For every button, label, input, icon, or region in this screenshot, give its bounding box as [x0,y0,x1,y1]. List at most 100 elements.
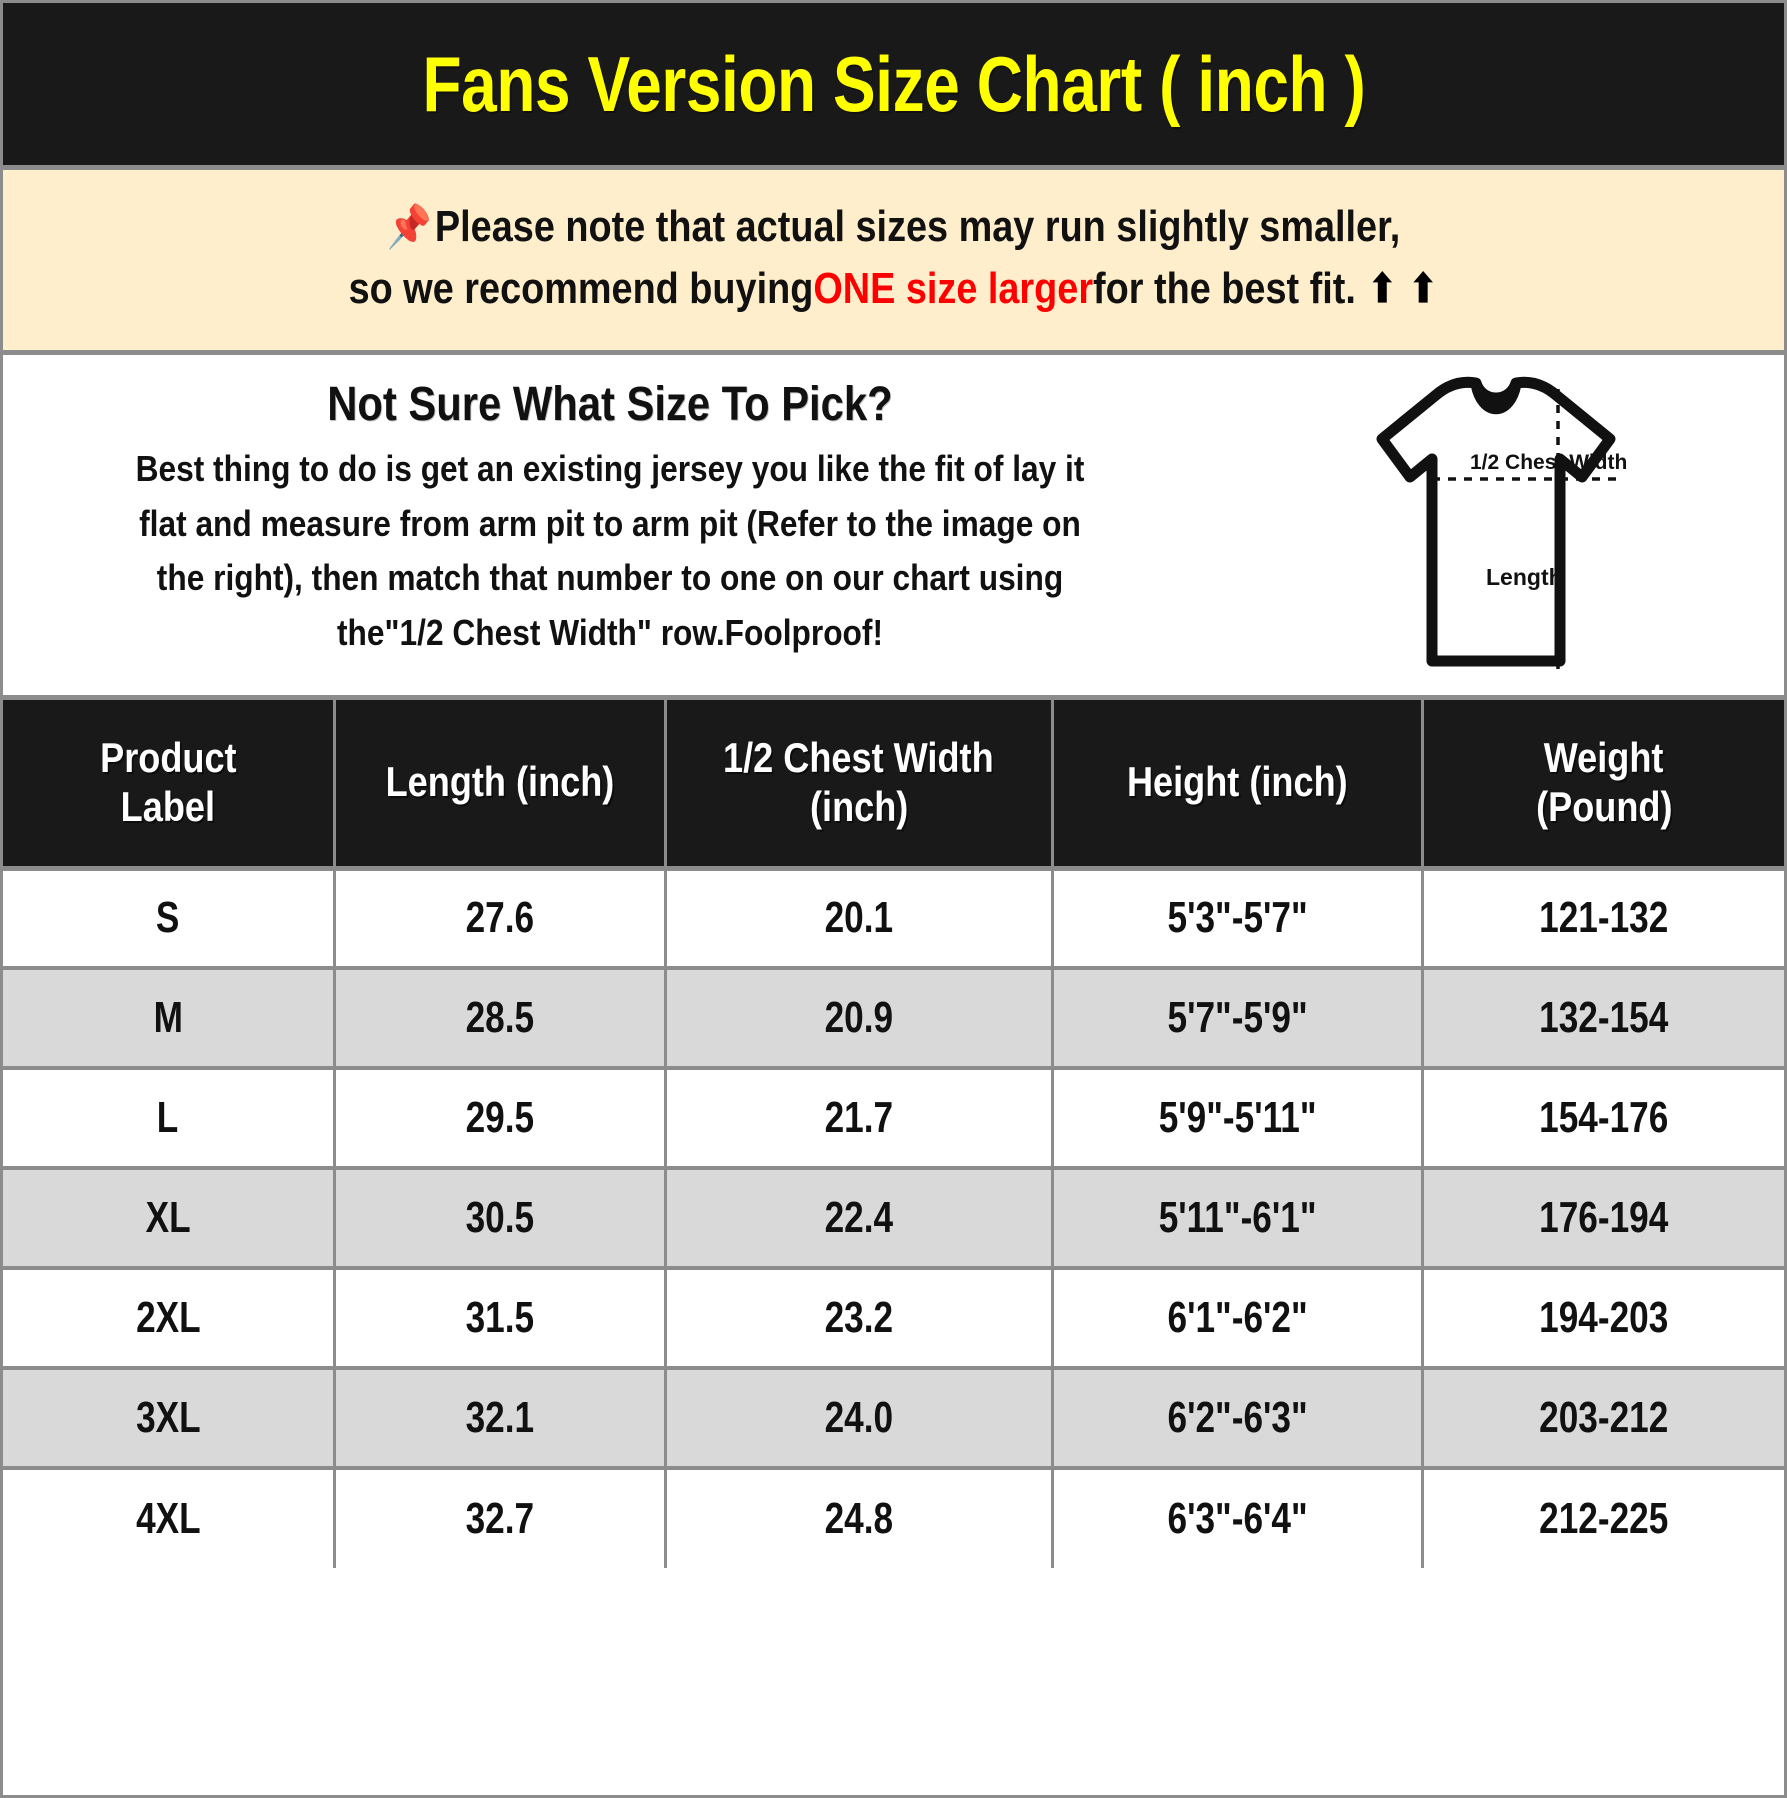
cell-weight: 194-203 [1422,1268,1784,1370]
header-line-1: 1/2 Chest Width [723,734,995,782]
header-line-2: (Pound) [1535,782,1673,830]
cell-height-text: 6'2"-6'3" [1167,1393,1308,1442]
cell-half-chest-width-text: 24.8 [824,1494,894,1543]
table-row: XL 30.5 22.4 5'11"-6'1" 176-194 [3,1168,1784,1270]
cell-half-chest-width-text: 20.9 [824,993,894,1042]
cell-height: 5'9"-5'11" [1052,1068,1424,1170]
cell-product-label: 2XL [3,1268,336,1370]
note-emphasis: ONE size larger [813,264,1094,313]
cell-weight-text: 132-154 [1539,993,1669,1042]
cell-length: 32.1 [334,1368,668,1470]
cell-product-label-text: 3XL [135,1393,201,1442]
cell-product-label: L [3,1068,336,1170]
table-row: 2XL 31.5 23.2 6'1"-6'2" 194-203 [3,1268,1784,1370]
header-line-2: Label [120,782,216,830]
cell-length: 30.5 [334,1168,668,1270]
cell-weight: 132-154 [1422,968,1784,1070]
cell-height-text: 5'9"-5'11" [1158,1093,1317,1142]
cell-height: 5'7"-5'9" [1052,968,1424,1070]
cell-length: 29.5 [334,1068,668,1170]
cell-height: 6'2"-6'3" [1052,1368,1424,1470]
cell-product-label: 3XL [3,1368,336,1470]
table-body: S 27.6 20.1 5'3"-5'7" 121-132 M 28.5 20.9 5'7"-5… [3,868,1784,1568]
table-row: 4XL 32.7 24.8 6'3"-6'4" 212-225 [3,1468,1784,1568]
table-row: 3XL 32.1 24.0 6'2"-6'3" 203-212 [3,1368,1784,1470]
chest-width-label: 1/2 Chest Width [1470,451,1627,474]
column-header-weight: Weight (Pound) [1422,700,1784,871]
cell-height: 5'3"-5'7" [1052,868,1424,970]
cell-half-chest-width: 21.7 [665,1068,1054,1170]
cell-length-text: 32.7 [465,1494,535,1543]
cell-product-label-text: S [156,893,180,943]
note-line-1-text: Please note that actual sizes may run sl… [435,201,1401,251]
tshirt-measurement-diagram: 1/2 Chest Width Length [1324,373,1644,678]
diagram-area: 1/2 Chest Width Length [1224,355,1784,695]
column-header-height: Height (inch) [1052,700,1424,871]
note-line-2: so we recommend buying ONE size larger f… [349,258,1438,320]
cell-product-label-text: 4XL [135,1494,201,1543]
header-line-1: Weight [1544,734,1664,782]
cell-product-label: 4XL [3,1468,336,1568]
pushpin-icon: 📌 [386,202,432,250]
cell-weight: 154-176 [1422,1068,1784,1170]
sizing-guidance-section: Not Sure What Size To Pick? Best thing t… [3,355,1784,700]
cell-product-label-text: L [157,1093,179,1142]
note-strip: 📌 Please note that actual sizes may run … [3,170,1784,355]
size-chart-table: Product Label Length (inch) 1/2 Chest Wi… [3,700,1784,1568]
cell-half-chest-width: 24.0 [665,1368,1054,1470]
table-header-row: Product Label Length (inch) 1/2 Chest Wi… [3,700,1784,871]
table-header: Product Label Length (inch) 1/2 Chest Wi… [3,700,1784,871]
column-header-length: Length (inch) [334,700,668,871]
cell-half-chest-width-text: 23.2 [824,1293,894,1342]
cell-height-text: 6'1"-6'2" [1167,1293,1308,1342]
cell-length: 27.6 [334,868,668,970]
guidance-body: Best thing to do is get an existing jers… [135,448,1084,654]
page-title: Fans Version Size Chart ( inch ) [422,39,1365,128]
cell-length-text: 29.5 [465,1093,535,1142]
cell-product-label: S [3,868,336,970]
table-row: L 29.5 21.7 5'9"-5'11" 154-176 [3,1068,1784,1170]
cell-half-chest-width-text: 22.4 [824,1193,894,1242]
cell-weight-text: 212-225 [1539,1494,1669,1543]
table-row: S 27.6 20.1 5'3"-5'7" 121-132 [3,868,1784,970]
cell-weight: 203-212 [1422,1368,1784,1470]
cell-length: 28.5 [334,968,668,1070]
cell-length-text: 27.6 [465,893,535,943]
column-header-product-label: Product Label [3,700,336,871]
cell-half-chest-width-text: 20.1 [824,893,894,943]
cell-product-label: XL [3,1168,336,1270]
guidance-text-block: Not Sure What Size To Pick? Best thing t… [3,355,1224,695]
cell-half-chest-width: 24.8 [665,1468,1054,1568]
cell-weight-text: 121-132 [1539,893,1669,943]
cell-weight: 176-194 [1422,1168,1784,1270]
cell-weight-text: 194-203 [1539,1293,1669,1342]
cell-length-text: 28.5 [465,993,535,1042]
guidance-heading: Not Sure What Size To Pick? [326,378,893,431]
cell-half-chest-width: 20.9 [665,968,1054,1070]
note-line-1: 📌 Please note that actual sizes may run … [387,196,1401,258]
cell-height-text: 5'3"-5'7" [1167,893,1308,943]
cell-height: 6'3"-6'4" [1052,1468,1424,1568]
collar-line [1470,378,1522,414]
cell-half-chest-width-text: 24.0 [824,1393,894,1442]
cell-product-label: M [3,968,336,1070]
cell-product-label-text: M [153,993,183,1042]
cell-product-label-text: 2XL [135,1293,201,1342]
cell-height-text: 5'11"-6'1" [1158,1193,1317,1242]
title-banner: Fans Version Size Chart ( inch ) [3,3,1784,170]
cell-weight: 212-225 [1422,1468,1784,1568]
cell-product-label-text: XL [145,1193,191,1242]
cell-half-chest-width: 22.4 [665,1168,1054,1270]
column-header-half-chest-width: 1/2 Chest Width (inch) [665,700,1054,871]
cell-length: 32.7 [334,1468,668,1568]
cell-weight-text: 154-176 [1539,1093,1669,1142]
cell-height-text: 5'7"-5'9" [1167,993,1308,1042]
cell-height: 6'1"-6'2" [1052,1268,1424,1370]
header-line-1: Height (inch) [1126,758,1348,806]
cell-height-text: 6'3"-6'4" [1167,1494,1308,1543]
cell-length-text: 30.5 [465,1193,535,1242]
header-line-1: Product [99,734,237,782]
tshirt-icon: 1/2 Chest Width Length [1376,376,1627,669]
tshirt-outline [1376,376,1616,666]
